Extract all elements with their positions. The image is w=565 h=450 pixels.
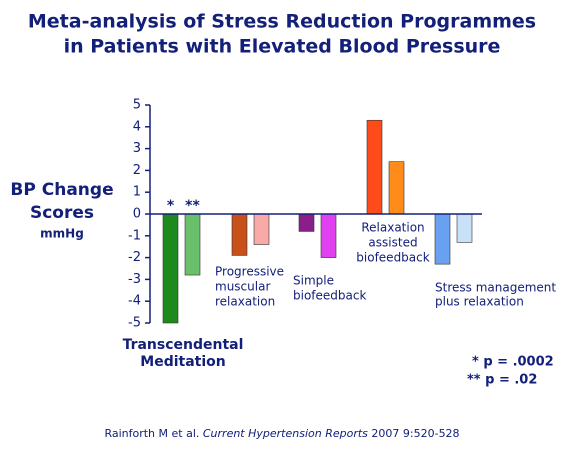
x-tick-label: Progressive: [215, 265, 284, 279]
footnote: ** p = .02: [467, 373, 537, 388]
citation-text: Rainforth M et al.: [104, 427, 202, 440]
bar: [298, 213, 315, 232]
y-tick-label: -2: [128, 250, 141, 265]
y-axis-label: Scores: [30, 203, 94, 223]
y-tick-label: -3: [128, 272, 141, 287]
bar: [434, 213, 451, 265]
y-tick-label: 2: [133, 163, 141, 178]
x-tick-label: Transcendental: [123, 337, 244, 353]
x-tick-label: biofeedback: [356, 251, 429, 265]
y-tick-label: 4: [133, 119, 141, 134]
bar: [184, 213, 201, 276]
x-tick-label: biofeedback: [293, 289, 366, 303]
significance-marker: *: [167, 198, 175, 214]
x-tick-label: assisted: [368, 236, 417, 250]
x-tick-label: Relaxation: [361, 221, 424, 235]
bar: [388, 161, 405, 215]
y-tick-label: 5: [133, 98, 141, 113]
bar: [320, 213, 337, 258]
x-tick-label: Meditation: [140, 354, 225, 370]
citation-text: 2007 9:520-528: [368, 427, 460, 440]
y-axis-label: BP Change: [10, 180, 113, 200]
x-tick-label: Stress management: [435, 281, 556, 295]
y-tick-label: -1: [128, 228, 141, 243]
chart-title: in Patients with Elevated Blood Pressure: [64, 36, 501, 58]
footnote: * p = .0002: [472, 355, 554, 370]
significance-marker: **: [185, 198, 200, 214]
bar: [162, 213, 179, 324]
chart-title: Meta-analysis of Stress Reduction Progra…: [28, 11, 536, 33]
citation-text: Current Hypertension Reports: [203, 427, 368, 440]
y-tick-label: 1: [133, 185, 141, 200]
bar: [366, 119, 383, 215]
x-tick-label: relaxation: [215, 295, 275, 309]
y-tick-label: 0: [133, 207, 141, 222]
y-tick-label: 3: [133, 141, 141, 156]
x-tick-label: plus relaxation: [435, 295, 524, 309]
y-tick-label: -5: [128, 316, 141, 331]
y-axis-unit: mmHg: [40, 227, 84, 241]
citation: Rainforth M et al. Current Hypertension …: [104, 427, 459, 440]
bar: [231, 213, 248, 256]
x-tick-label: muscular: [215, 280, 270, 294]
y-tick-label: -4: [128, 294, 141, 309]
bar: [253, 213, 270, 245]
bar: [456, 213, 473, 243]
x-tick-label: Simple: [293, 274, 334, 288]
